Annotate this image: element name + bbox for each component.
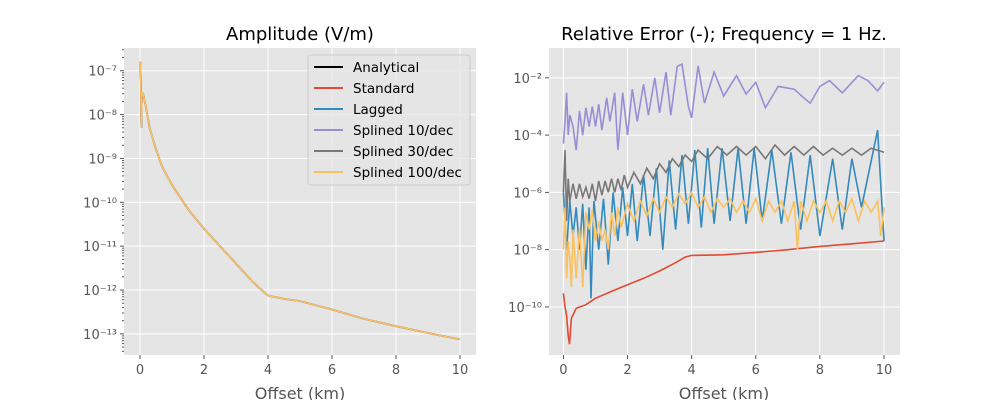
amplitude-plot: Amplitude (V/m) Offset (km) 0 2 4 6 8 10 10⁻⁷ 1… (83, 24, 476, 403)
x-tick-label: 6 (328, 363, 336, 378)
y-tick-label: 10⁻¹³ (83, 328, 117, 343)
error-title: Relative Error (-); Frequency = 1 Hz. (561, 24, 887, 45)
x-tick-label: 4 (688, 363, 696, 378)
legend-label: Standard (353, 81, 414, 97)
y-tick-label: 10⁻⁹ (88, 152, 117, 167)
y-tick-label: 10⁻¹¹ (83, 240, 117, 255)
x-tick-label: 4 (264, 363, 272, 378)
amplitude-title: Amplitude (V/m) (226, 24, 374, 45)
y-tick-label: 10⁻¹⁰ (508, 301, 542, 316)
y-tick-label: 10⁻⁴ (513, 129, 542, 144)
y-tick-label: 10⁻⁸ (513, 244, 542, 259)
relative-error-plot: Relative Error (-); Frequency = 1 Hz. Of… (508, 24, 900, 403)
legend-label: Splined 10/dec (353, 123, 453, 139)
legend-label: Analytical (353, 60, 419, 76)
x-tick-label: 6 (752, 363, 760, 378)
y-tick-label: 10⁻¹² (83, 284, 117, 299)
legend-label: Splined 100/dec (353, 165, 462, 181)
legend-label: Lagged (353, 102, 403, 118)
legend-label: Splined 30/dec (353, 144, 453, 160)
x-tick-label: 10 (876, 363, 893, 378)
y-tick-label: 10⁻⁷ (88, 65, 117, 80)
legend-frame (307, 54, 471, 186)
x-tick-label: 10 (452, 363, 469, 378)
y-tick-label: 10⁻² (513, 72, 542, 87)
series-line-splined-10-dec (562, 63, 885, 151)
x-tick-label: 2 (200, 363, 208, 378)
amplitude-xlabel: Offset (km) (255, 384, 346, 400)
series-line-splined-100-dec (139, 61, 461, 341)
error-xlabel: Offset (km) (679, 384, 770, 400)
legend: Analytical Standard Lagged Splined 10/dec Sp… (307, 54, 471, 186)
y-tick-label: 10⁻⁶ (513, 186, 542, 201)
y-tick-label: 10⁻¹⁰ (83, 196, 117, 211)
series-line-splined-30-dec (562, 143, 885, 222)
y-tick-label: 10⁻⁸ (88, 109, 117, 124)
x-tick-label: 0 (136, 363, 144, 378)
series-line-splined-100-dec (562, 190, 885, 287)
x-tick-label: 0 (559, 363, 567, 378)
series-line-standard (562, 240, 885, 345)
x-tick-label: 8 (392, 363, 400, 378)
x-tick-label: 2 (623, 363, 631, 378)
x-tick-label: 8 (816, 363, 824, 378)
